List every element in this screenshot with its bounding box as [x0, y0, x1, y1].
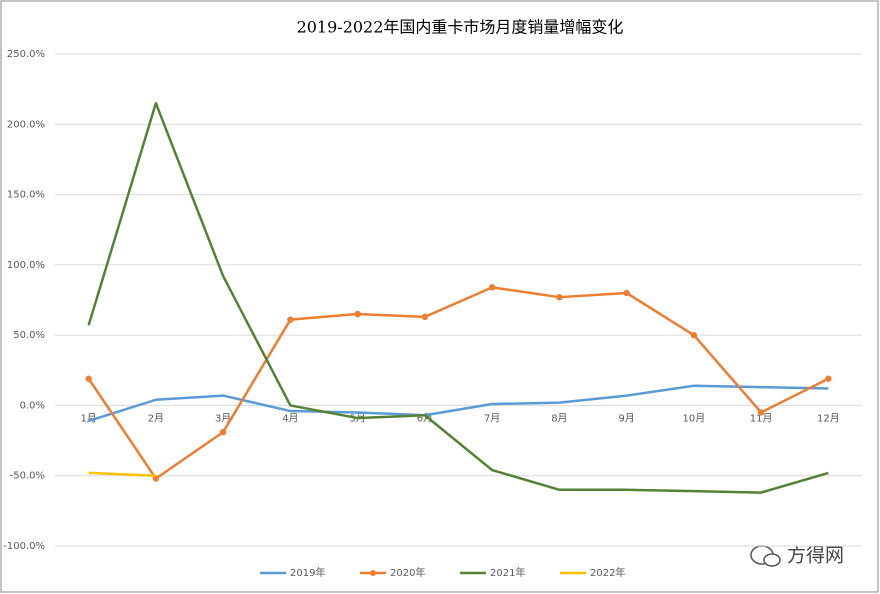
- x-tick-label: 11月: [750, 412, 773, 424]
- legend-label: 2022年: [590, 566, 625, 579]
- legend-marker: [370, 570, 376, 576]
- x-tick-label: 3月: [215, 412, 231, 424]
- point: [421, 313, 429, 321]
- x-tick-label: 8月: [551, 412, 567, 424]
- y-tick-label: -100.0%: [3, 541, 45, 552]
- x-tick-label: 9月: [618, 412, 634, 424]
- legend-label: 2020年: [390, 566, 425, 579]
- legend-label: 2021年: [490, 566, 525, 579]
- series-line: [87, 286, 829, 480]
- y-tick-label: -50.0%: [10, 471, 45, 482]
- point: [488, 284, 496, 291]
- point: [354, 310, 361, 318]
- x-tick-label: 1月: [80, 412, 96, 424]
- x-tick-label: 2月: [148, 412, 164, 424]
- x-tick-label: 10月: [683, 412, 706, 424]
- point: [556, 293, 563, 301]
- series-line: [87, 101, 829, 494]
- y-tick-label: 50.0%: [13, 330, 45, 341]
- point: [623, 289, 630, 297]
- point: [219, 428, 227, 436]
- chart-title: 2019-2022年国内重卡市场月度销量增幅变化: [297, 18, 624, 37]
- x-tick-label: 4月: [282, 412, 298, 424]
- point: [825, 375, 832, 382]
- watermark: 方得网: [787, 545, 844, 567]
- series-line: [88, 471, 156, 477]
- point: [690, 331, 698, 339]
- point: [287, 316, 294, 323]
- y-tick-label: 200.0%: [7, 119, 45, 130]
- series-line: [88, 384, 829, 423]
- y-tick-label: 150.0%: [7, 190, 45, 201]
- y-tick-label: 100.0%: [7, 260, 45, 271]
- y-tick-label: 250.0%: [7, 49, 45, 60]
- point: [152, 475, 160, 482]
- legend-label: 2019年: [290, 566, 325, 579]
- point: [85, 375, 92, 382]
- x-tick-label: 7月: [484, 412, 500, 424]
- point: [757, 409, 765, 416]
- y-tick-label: 0.0%: [20, 400, 45, 411]
- x-tick-label: 12月: [817, 412, 840, 424]
